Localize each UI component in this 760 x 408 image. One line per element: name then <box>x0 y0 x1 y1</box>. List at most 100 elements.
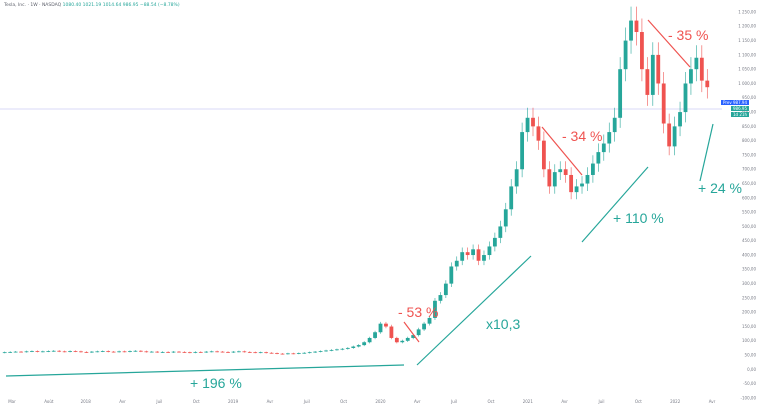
annotation-plus-24: + 24 % <box>698 180 742 196</box>
time-tick-label: Avr <box>561 399 568 404</box>
candle-body <box>640 32 644 70</box>
candle-body <box>149 351 154 353</box>
time-tick-label: 2021 <box>523 399 534 404</box>
trend-line-down-34 <box>541 126 583 176</box>
price-tick-label: 700,00 <box>742 167 756 172</box>
candle-body <box>563 169 568 175</box>
candle-body <box>694 57 699 70</box>
time-tick-label: Avr <box>709 399 716 404</box>
time-tick-label: Juil <box>598 399 605 404</box>
current-price: 986.95 <box>733 106 747 111</box>
candle-body <box>247 351 252 353</box>
trend-line-110 <box>581 166 649 243</box>
candle-body <box>574 186 579 193</box>
candle-body <box>40 351 45 353</box>
candle-body <box>193 351 198 353</box>
candle-body <box>389 326 394 338</box>
candle-body <box>525 117 530 133</box>
candle-body <box>650 54 655 95</box>
candle-body <box>498 226 503 238</box>
price-tick-label: 0,00 <box>747 367 756 372</box>
candle-body <box>122 351 127 353</box>
candle-body <box>204 351 209 353</box>
annotation-minus-34: - 34 % <box>562 128 602 144</box>
candle-body <box>226 351 230 353</box>
candle-body <box>253 352 258 354</box>
price-tick-label: 200,00 <box>742 310 756 315</box>
candle-body <box>596 152 601 164</box>
time-tick-label: Juil <box>303 399 310 404</box>
candle-body <box>607 132 612 144</box>
candle-body <box>79 351 83 353</box>
candle-body <box>209 351 214 353</box>
candle-body <box>520 132 525 170</box>
candle-body <box>629 20 633 41</box>
candle-body <box>394 337 399 343</box>
candle-body <box>138 350 143 352</box>
time-tick-label: Juil <box>155 399 162 404</box>
trend-line-down-53 <box>403 321 420 343</box>
price-tick-label: 300,00 <box>742 281 756 286</box>
candle-body <box>231 351 236 353</box>
candle-body <box>536 126 541 141</box>
candle-body <box>144 351 149 353</box>
price-tick-label: 1 100,00 <box>738 52 756 57</box>
candle-body <box>275 353 279 354</box>
time-tick-label: Oct <box>193 399 200 404</box>
time-tick-label: 2018 <box>81 399 92 404</box>
candle-body <box>683 83 688 113</box>
candle-body <box>454 260 459 267</box>
candle-body <box>73 351 78 352</box>
candle-body <box>378 323 383 333</box>
candle-body <box>449 266 454 284</box>
candle-body <box>106 351 111 352</box>
candle-body <box>166 351 171 353</box>
time-tick-label: 2020 <box>375 399 386 404</box>
candle-body <box>443 283 448 296</box>
candle-body <box>689 69 693 84</box>
candle-body <box>215 351 220 353</box>
candle-body <box>618 69 623 118</box>
price-tick-label: 1 150,00 <box>738 38 756 43</box>
candle-body <box>313 351 318 353</box>
candle-body <box>678 112 682 127</box>
candle-body <box>57 350 62 352</box>
price-tick-label: 650,00 <box>742 181 756 186</box>
candle-body <box>367 337 372 343</box>
countdown: 1d 21h <box>733 112 747 117</box>
candle-body <box>667 123 672 147</box>
candle-body <box>24 351 29 353</box>
candle-body <box>482 255 486 261</box>
candle-body <box>356 345 361 347</box>
candle-body <box>160 351 165 353</box>
candle-body <box>699 57 704 81</box>
time-tick-label: Avr <box>119 399 126 404</box>
price-tick-label: -100,00 <box>741 395 757 400</box>
candle-body <box>84 351 89 353</box>
annotation-minus-35: - 35 % <box>668 27 708 43</box>
price-tick-label: 350,00 <box>742 267 756 272</box>
candle-body <box>422 323 426 330</box>
time-tick-label: Avr <box>414 399 421 404</box>
candle-body <box>30 351 34 352</box>
price-tick-label: 850,00 <box>742 124 756 129</box>
candle-body <box>100 351 105 352</box>
candle-body <box>492 237 497 247</box>
candle-body <box>405 337 410 341</box>
countdown-tag: 1d 21h <box>731 112 749 117</box>
candle-body <box>89 351 94 353</box>
prev-label: Prev <box>722 100 732 105</box>
candle-body <box>329 349 334 351</box>
candle-body <box>291 353 296 355</box>
candle-body <box>514 169 519 187</box>
candle-body <box>400 340 405 343</box>
candle-body <box>8 351 13 353</box>
candle-body <box>237 351 241 353</box>
candle-body <box>280 353 285 355</box>
ohlc-values: 1080.40 1021.19 1014.64 986.95 −88.54 (−… <box>62 3 180 8</box>
annotation-plus-196: + 196 % <box>190 375 242 391</box>
candle-body <box>269 352 274 354</box>
time-tick-label: Juil <box>450 399 457 404</box>
candle-body <box>296 353 301 354</box>
